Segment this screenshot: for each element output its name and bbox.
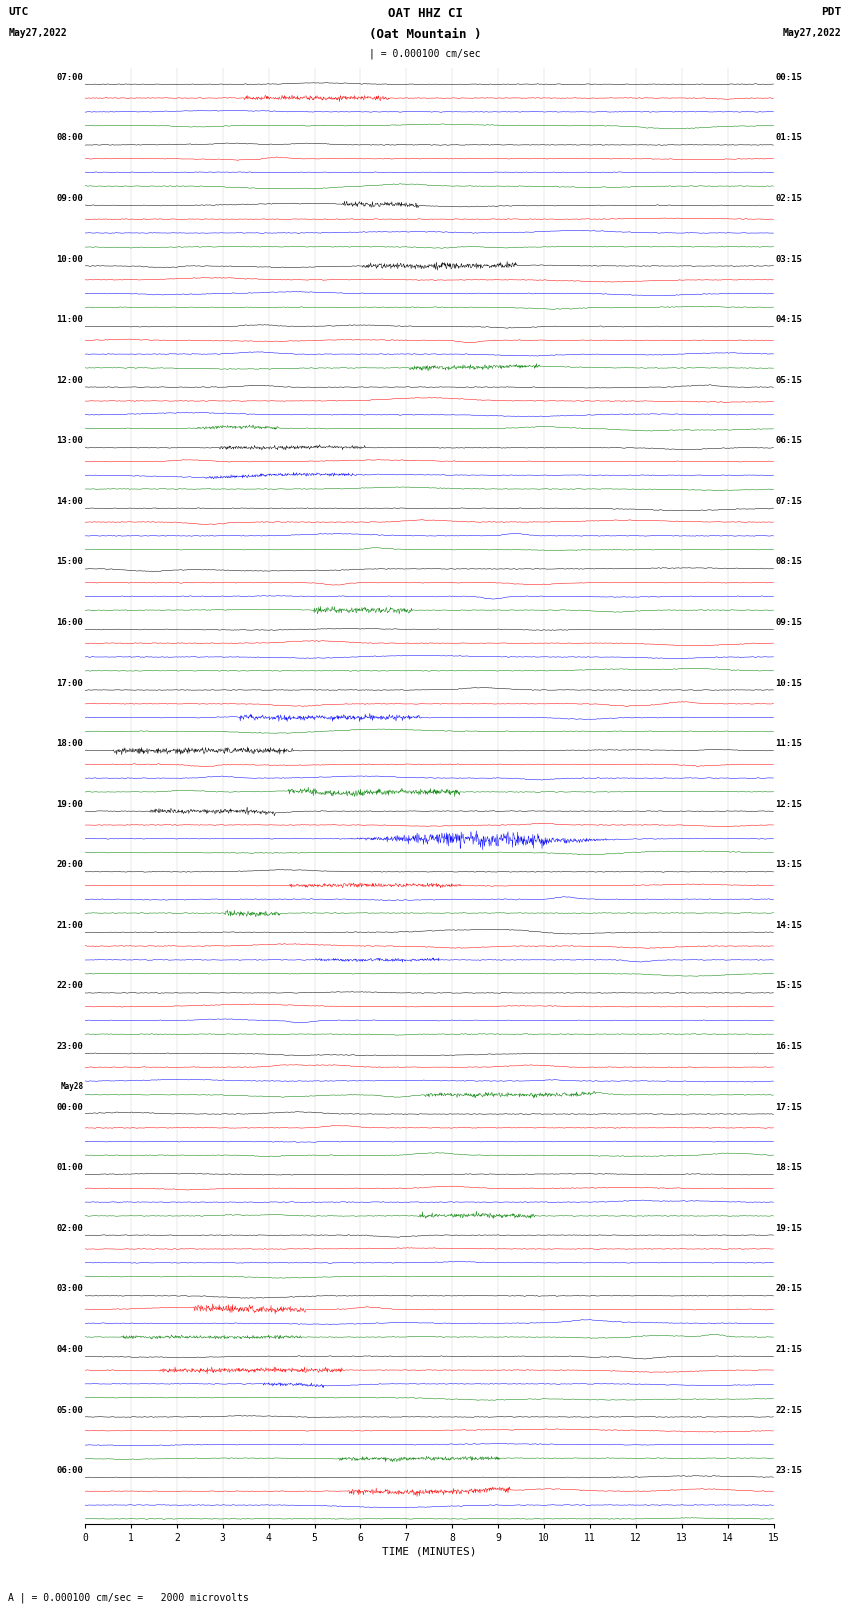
Text: 05:00: 05:00: [56, 1405, 83, 1415]
Text: 20:00: 20:00: [56, 860, 83, 869]
Text: 21:15: 21:15: [775, 1345, 802, 1353]
Text: 07:00: 07:00: [56, 73, 83, 82]
Text: May28: May28: [60, 1082, 83, 1090]
Text: May27,2022: May27,2022: [8, 27, 67, 37]
Text: 06:00: 06:00: [56, 1466, 83, 1476]
Text: May27,2022: May27,2022: [783, 27, 842, 37]
Text: 12:15: 12:15: [775, 800, 802, 808]
Text: 10:00: 10:00: [56, 255, 83, 263]
Text: (Oat Mountain ): (Oat Mountain ): [369, 27, 481, 40]
Text: 01:15: 01:15: [775, 134, 802, 142]
Text: | = 0.000100 cm/sec: | = 0.000100 cm/sec: [369, 48, 481, 60]
Text: 02:00: 02:00: [56, 1224, 83, 1232]
Text: 00:15: 00:15: [775, 73, 802, 82]
Text: 09:15: 09:15: [775, 618, 802, 627]
Text: A | = 0.000100 cm/sec =   2000 microvolts: A | = 0.000100 cm/sec = 2000 microvolts: [8, 1592, 249, 1603]
Text: 16:15: 16:15: [775, 1042, 802, 1052]
Text: 00:00: 00:00: [56, 1103, 83, 1111]
Text: 12:00: 12:00: [56, 376, 83, 386]
Text: 17:00: 17:00: [56, 679, 83, 687]
Text: 14:00: 14:00: [56, 497, 83, 506]
Text: 19:15: 19:15: [775, 1224, 802, 1232]
Text: 21:00: 21:00: [56, 921, 83, 931]
Text: 08:15: 08:15: [775, 558, 802, 566]
Text: 16:00: 16:00: [56, 618, 83, 627]
Text: 03:00: 03:00: [56, 1284, 83, 1294]
Text: 17:15: 17:15: [775, 1103, 802, 1111]
Text: 15:00: 15:00: [56, 558, 83, 566]
Text: 06:15: 06:15: [775, 437, 802, 445]
Text: 20:15: 20:15: [775, 1284, 802, 1294]
Text: 05:15: 05:15: [775, 376, 802, 386]
Text: 08:00: 08:00: [56, 134, 83, 142]
Text: 01:00: 01:00: [56, 1163, 83, 1173]
Text: 18:00: 18:00: [56, 739, 83, 748]
Text: 11:00: 11:00: [56, 315, 83, 324]
Text: 18:15: 18:15: [775, 1163, 802, 1173]
Text: 13:00: 13:00: [56, 437, 83, 445]
X-axis label: TIME (MINUTES): TIME (MINUTES): [382, 1547, 477, 1557]
Text: 19:00: 19:00: [56, 800, 83, 808]
Text: 10:15: 10:15: [775, 679, 802, 687]
Text: UTC: UTC: [8, 6, 29, 16]
Text: 13:15: 13:15: [775, 860, 802, 869]
Text: OAT HHZ CI: OAT HHZ CI: [388, 6, 462, 19]
Text: 22:00: 22:00: [56, 981, 83, 990]
Text: 02:15: 02:15: [775, 194, 802, 203]
Text: 03:15: 03:15: [775, 255, 802, 263]
Text: 09:00: 09:00: [56, 194, 83, 203]
Text: PDT: PDT: [821, 6, 842, 16]
Text: 14:15: 14:15: [775, 921, 802, 931]
Text: 04:15: 04:15: [775, 315, 802, 324]
Text: 07:15: 07:15: [775, 497, 802, 506]
Text: 15:15: 15:15: [775, 981, 802, 990]
Text: 23:00: 23:00: [56, 1042, 83, 1052]
Text: 23:15: 23:15: [775, 1466, 802, 1476]
Text: 04:00: 04:00: [56, 1345, 83, 1353]
Text: 22:15: 22:15: [775, 1405, 802, 1415]
Text: 11:15: 11:15: [775, 739, 802, 748]
